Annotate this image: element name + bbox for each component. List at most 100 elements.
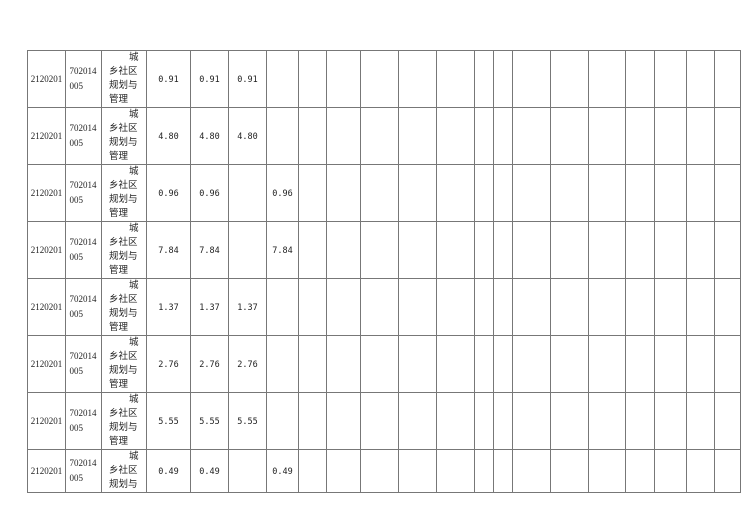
empty-cell xyxy=(326,107,361,165)
cell: 702014005 xyxy=(65,221,102,279)
cell: 2.76 xyxy=(190,335,229,393)
cell: 0.91 xyxy=(228,50,267,108)
cell: 0.49 xyxy=(266,449,299,493)
empty-cell xyxy=(512,50,551,108)
empty-cell xyxy=(360,335,399,393)
cell xyxy=(228,449,267,493)
empty-cell xyxy=(326,335,361,393)
cell xyxy=(266,278,299,336)
empty-cell xyxy=(654,278,687,336)
amount: 4.80 xyxy=(158,131,179,142)
category: 城乡社区规划与 xyxy=(109,452,139,490)
account: 702014005 xyxy=(69,408,97,433)
category: 城乡社区规划与管理 xyxy=(109,110,139,162)
empty-cell xyxy=(714,278,741,336)
cell: 城乡社区规划与管理 xyxy=(101,50,147,108)
empty-cell xyxy=(686,164,715,222)
empty-cell xyxy=(474,449,494,493)
empty-cell xyxy=(493,278,513,336)
category: 城乡社区规划与管理 xyxy=(109,167,139,219)
empty-cell xyxy=(298,164,327,222)
account: 702014005 xyxy=(69,351,97,376)
cell: 城乡社区规划与管理 xyxy=(101,278,147,336)
empty-cell xyxy=(493,50,513,108)
empty-cell xyxy=(654,335,687,393)
cell: 城乡社区规划与管理 xyxy=(101,335,147,393)
empty-cell xyxy=(654,107,687,165)
table-row: 2120201 702014005 城乡社区规划与管理 2.76 2.76 2.76 xyxy=(27,335,741,393)
cell: 7.84 xyxy=(266,221,299,279)
cell xyxy=(266,392,299,450)
empty-cell xyxy=(686,50,715,108)
cell: 702014005 xyxy=(65,449,102,493)
amount: 0.49 xyxy=(158,466,179,477)
empty-cell xyxy=(493,164,513,222)
empty-cell xyxy=(714,449,741,493)
cell: 702014005 xyxy=(65,107,102,165)
table-body: 2120201 702014005 城乡社区规划与管理 0.91 0.91 0.91 212… xyxy=(27,50,741,493)
empty-cell xyxy=(512,392,551,450)
empty-cell xyxy=(654,50,687,108)
empty-cell xyxy=(512,107,551,165)
empty-cell xyxy=(493,392,513,450)
empty-cell xyxy=(436,164,475,222)
cell xyxy=(266,50,299,108)
amount: 1.37 xyxy=(158,302,179,313)
cell: 7.84 xyxy=(190,221,229,279)
amount: 1.37 xyxy=(237,302,258,313)
account: 702014005 xyxy=(69,180,97,205)
cell: 4.80 xyxy=(228,107,267,165)
cell xyxy=(266,335,299,393)
table-row: 2120201 702014005 城乡社区规划与管理 5.55 5.55 5.55 xyxy=(27,392,741,450)
empty-cell xyxy=(654,449,687,493)
empty-cell xyxy=(436,449,475,493)
empty-cell xyxy=(298,335,327,393)
empty-cell xyxy=(474,335,494,393)
code: 2120201 xyxy=(30,359,63,369)
empty-cell xyxy=(588,392,626,450)
empty-cell xyxy=(625,449,655,493)
empty-cell xyxy=(686,392,715,450)
empty-cell xyxy=(436,335,475,393)
empty-cell xyxy=(714,107,741,165)
cell: 2120201 xyxy=(27,278,66,336)
account: 702014005 xyxy=(69,66,97,91)
cell: 5.55 xyxy=(190,392,229,450)
empty-cell xyxy=(493,449,513,493)
empty-cell xyxy=(686,449,715,493)
cell: 0.96 xyxy=(266,164,299,222)
amount: 5.55 xyxy=(237,416,258,427)
code: 2120201 xyxy=(30,416,63,426)
cell: 4.80 xyxy=(190,107,229,165)
cell: 5.55 xyxy=(146,392,191,450)
empty-cell xyxy=(588,164,626,222)
empty-cell xyxy=(686,335,715,393)
amount: 0.96 xyxy=(158,188,179,199)
cell: 4.80 xyxy=(146,107,191,165)
cell: 1.37 xyxy=(228,278,267,336)
cell: 城乡社区规划与管理 xyxy=(101,164,147,222)
empty-cell xyxy=(550,50,589,108)
empty-cell xyxy=(493,107,513,165)
code: 2120201 xyxy=(30,74,63,84)
table-row: 2120201 702014005 城乡社区规划与管理 4.80 4.80 4.80 xyxy=(27,107,741,165)
empty-cell xyxy=(398,50,437,108)
code: 2120201 xyxy=(30,466,63,476)
empty-cell xyxy=(625,107,655,165)
empty-cell xyxy=(588,107,626,165)
empty-cell xyxy=(550,221,589,279)
cell: 0.49 xyxy=(146,449,191,493)
empty-cell xyxy=(398,335,437,393)
amount: 0.91 xyxy=(199,74,220,85)
cell: 2120201 xyxy=(27,335,66,393)
empty-cell xyxy=(360,392,399,450)
cell: 2120201 xyxy=(27,449,66,493)
empty-cell xyxy=(714,50,741,108)
account: 702014005 xyxy=(69,294,97,319)
amount: 5.55 xyxy=(158,416,179,427)
empty-cell xyxy=(360,50,399,108)
empty-cell xyxy=(398,278,437,336)
empty-cell xyxy=(360,449,399,493)
cell: 城乡社区规划与管理 xyxy=(101,392,147,450)
